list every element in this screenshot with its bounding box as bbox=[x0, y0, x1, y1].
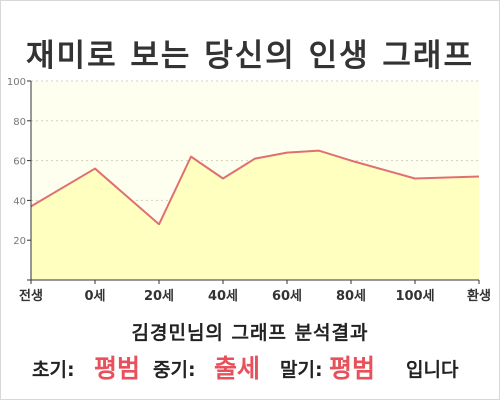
result-subtitle: 김경민님의 그래프 분석결과 bbox=[131, 322, 369, 344]
late-value: 평범 bbox=[329, 354, 376, 383]
series-line bbox=[30, 149, 480, 226]
verdict-line: 초기: 평범 중기: 출세 말기: 평범 입니다 bbox=[0, 346, 500, 386]
middle-label: 중기: bbox=[153, 359, 196, 381]
y-tick-label: 60 bbox=[13, 157, 26, 168]
x-tick-label: 60세 bbox=[272, 289, 302, 304]
x-tick-label: 80세 bbox=[336, 289, 366, 304]
page-title: 재미로 보는 당신의 인생 그래프 bbox=[26, 38, 474, 74]
series-area-fill bbox=[31, 150, 479, 280]
x-tick-label: 0세 bbox=[84, 289, 105, 304]
x-tick-label: 40세 bbox=[208, 289, 238, 304]
y-tick-label: 100 bbox=[7, 77, 26, 88]
chart-tick-labels: 20 40 60 80 100 전생 0세 20세 40세 60세 80세 100세 환생 bbox=[7, 77, 491, 304]
late-label: 말기: bbox=[280, 359, 323, 381]
early-value: 평범 bbox=[94, 354, 141, 383]
y-tick-label: 20 bbox=[13, 236, 26, 247]
y-tick-label: 80 bbox=[13, 117, 26, 128]
x-tick-label: 환생 bbox=[467, 288, 491, 304]
suffix-text: 입니다 bbox=[406, 359, 459, 381]
y-tick-label: 40 bbox=[13, 196, 26, 207]
x-tick-label: 100세 bbox=[395, 289, 434, 304]
middle-value: 출세 bbox=[214, 354, 261, 383]
x-tick-label: 20세 bbox=[144, 289, 174, 304]
early-label: 초기: bbox=[32, 359, 75, 381]
chart-area bbox=[30, 149, 480, 280]
x-tick-label: 전생 bbox=[19, 288, 43, 304]
chart-axes bbox=[27, 80, 480, 284]
